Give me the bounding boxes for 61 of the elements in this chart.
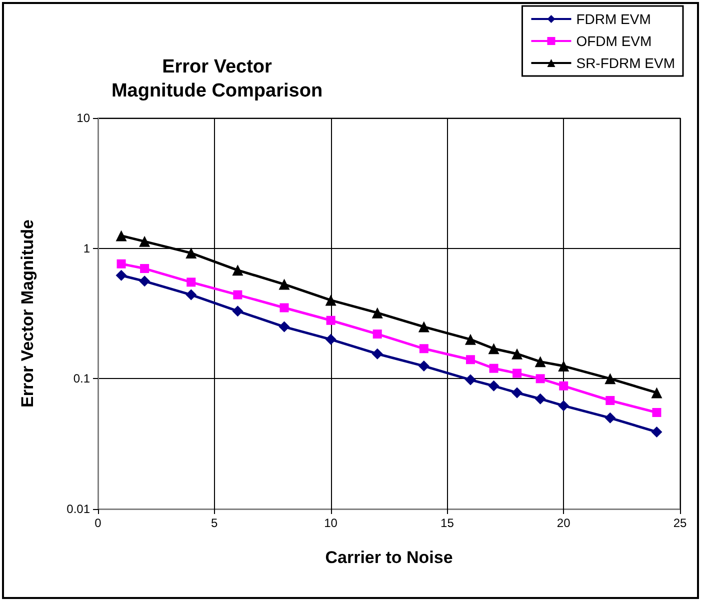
point [140,264,150,274]
y-tick-label: 1 [83,241,90,256]
point [558,400,570,412]
y-axis-title: Error Vector Magnitude [18,220,37,408]
point [604,373,616,384]
point [233,290,242,300]
legend-label: SR-FDRM EVM [576,55,676,71]
point [186,289,197,300]
x-tick-label: 20 [556,516,571,530]
point [558,360,570,372]
x-axis-title: Carrier to Noise [325,548,453,567]
point [278,321,290,332]
point [464,374,476,386]
chart-title: Error Vector Magnitude Comparison [111,56,323,102]
point [186,248,197,259]
point [536,374,545,384]
point [488,343,500,354]
point [534,356,546,368]
point [278,278,290,290]
point [464,334,476,345]
point [512,348,523,360]
point [372,330,382,339]
point [651,426,662,438]
point [116,259,126,268]
legend-label: OFDM EVM [576,33,652,49]
x-tick-label: 0 [94,516,102,530]
x-tick-label: 25 [673,516,687,530]
x-tick-label: 15 [440,516,454,530]
point [488,380,500,392]
point [325,294,336,306]
point [280,303,289,312]
point [116,230,127,242]
point [652,408,662,418]
point [466,355,475,364]
point [534,393,546,404]
point [139,236,150,247]
point [139,276,150,287]
legend-label: FDRM EVM [576,11,651,27]
point [604,412,616,424]
point [232,264,244,276]
point [116,270,127,281]
x-tick-label: 10 [324,516,338,530]
x-tick-label: 5 [211,516,218,530]
y-tick-label: 0.1 [73,372,90,386]
point [419,344,428,354]
point [418,321,430,332]
point [372,348,383,360]
point [512,368,522,378]
point [372,307,383,318]
point [325,334,336,345]
y-tick-label: 0.01 [66,502,90,516]
y-tick-label: 10 [76,111,90,125]
point [651,387,662,398]
point [418,360,430,372]
point [232,306,244,317]
point [559,381,568,390]
point [606,396,615,405]
point [186,278,196,287]
point [512,387,523,398]
point [326,316,336,325]
point [489,364,498,373]
